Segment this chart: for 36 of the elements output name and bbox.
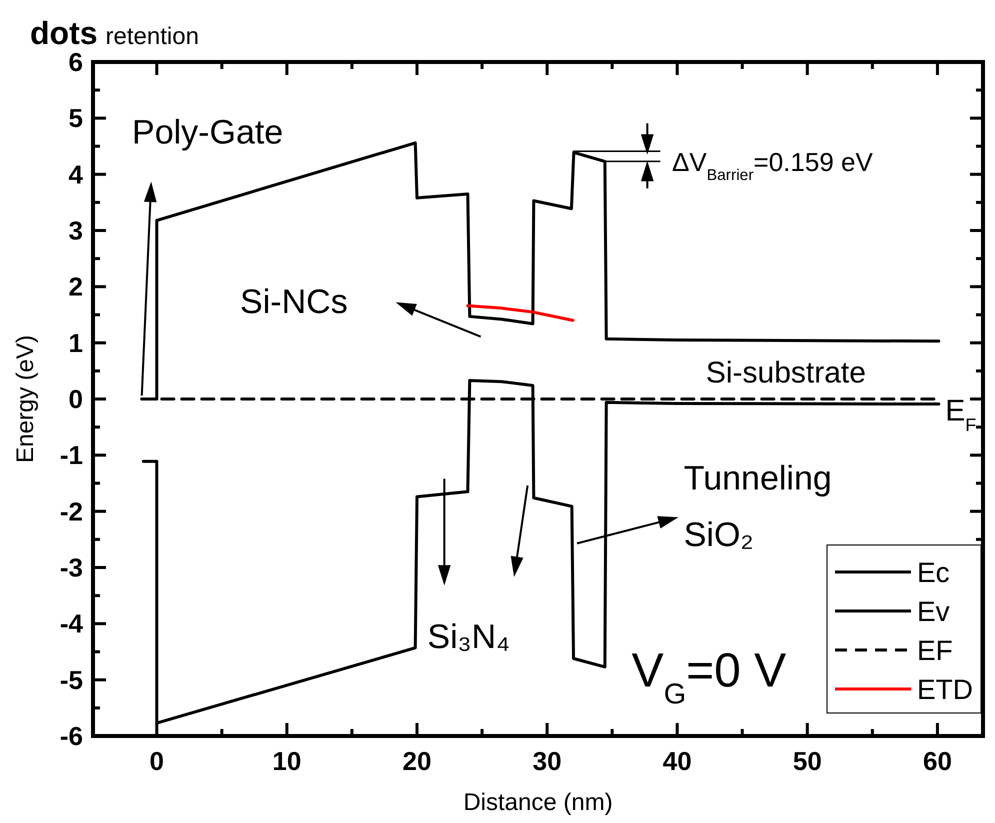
legend-label: EF: [917, 635, 953, 666]
annotation: SiO₂: [684, 516, 754, 554]
annotation: Tunneling: [684, 459, 832, 498]
chart-subtitle: retention: [106, 23, 199, 50]
legend-label: Ec: [917, 557, 950, 588]
y-tick-label: -1: [60, 440, 83, 470]
annotation: Si₃N₄: [427, 618, 510, 656]
line-series: [466, 304, 574, 322]
y-tick-label: 3: [68, 216, 83, 246]
y-axis-title: Energy (eV): [12, 334, 39, 464]
y-tick-label: 2: [68, 272, 83, 302]
legend-label: ETD: [917, 674, 973, 705]
y-tick-label: 1: [68, 328, 83, 358]
y-tick-label: 4: [68, 159, 84, 190]
x-tick-label: 60: [923, 746, 952, 776]
x-tick-label: 0: [150, 746, 164, 776]
y-tick-label: 5: [68, 103, 83, 134]
annotation: E$_{F}$: [945, 394, 976, 435]
x-tick-label: 30: [532, 746, 562, 776]
annotation: ΔV$_{Barrier}$=0.159 eV: [672, 146, 874, 184]
annotation: Si-NCs: [240, 283, 348, 322]
y-tick-label: -5: [60, 664, 83, 695]
y-tick-label: 0: [68, 384, 83, 414]
annotation: V$_{G}$=0 V: [632, 644, 786, 710]
y-tick-label: -3: [60, 552, 83, 582]
x-tick-label: 40: [662, 746, 692, 776]
y-tick-label: -2: [60, 496, 83, 526]
annotation: Poly-Gate: [132, 113, 284, 152]
x-tick-label: 10: [272, 746, 302, 776]
y-tick-label: -4: [60, 608, 84, 639]
legend-label: Ev: [917, 596, 950, 627]
x-tick-label: 50: [792, 746, 822, 776]
x-axis-title: Distance (nm): [463, 789, 613, 816]
annotation: Si-substrate: [706, 356, 866, 390]
x-tick-label: 20: [402, 746, 432, 776]
y-tick-label: -6: [60, 721, 83, 751]
